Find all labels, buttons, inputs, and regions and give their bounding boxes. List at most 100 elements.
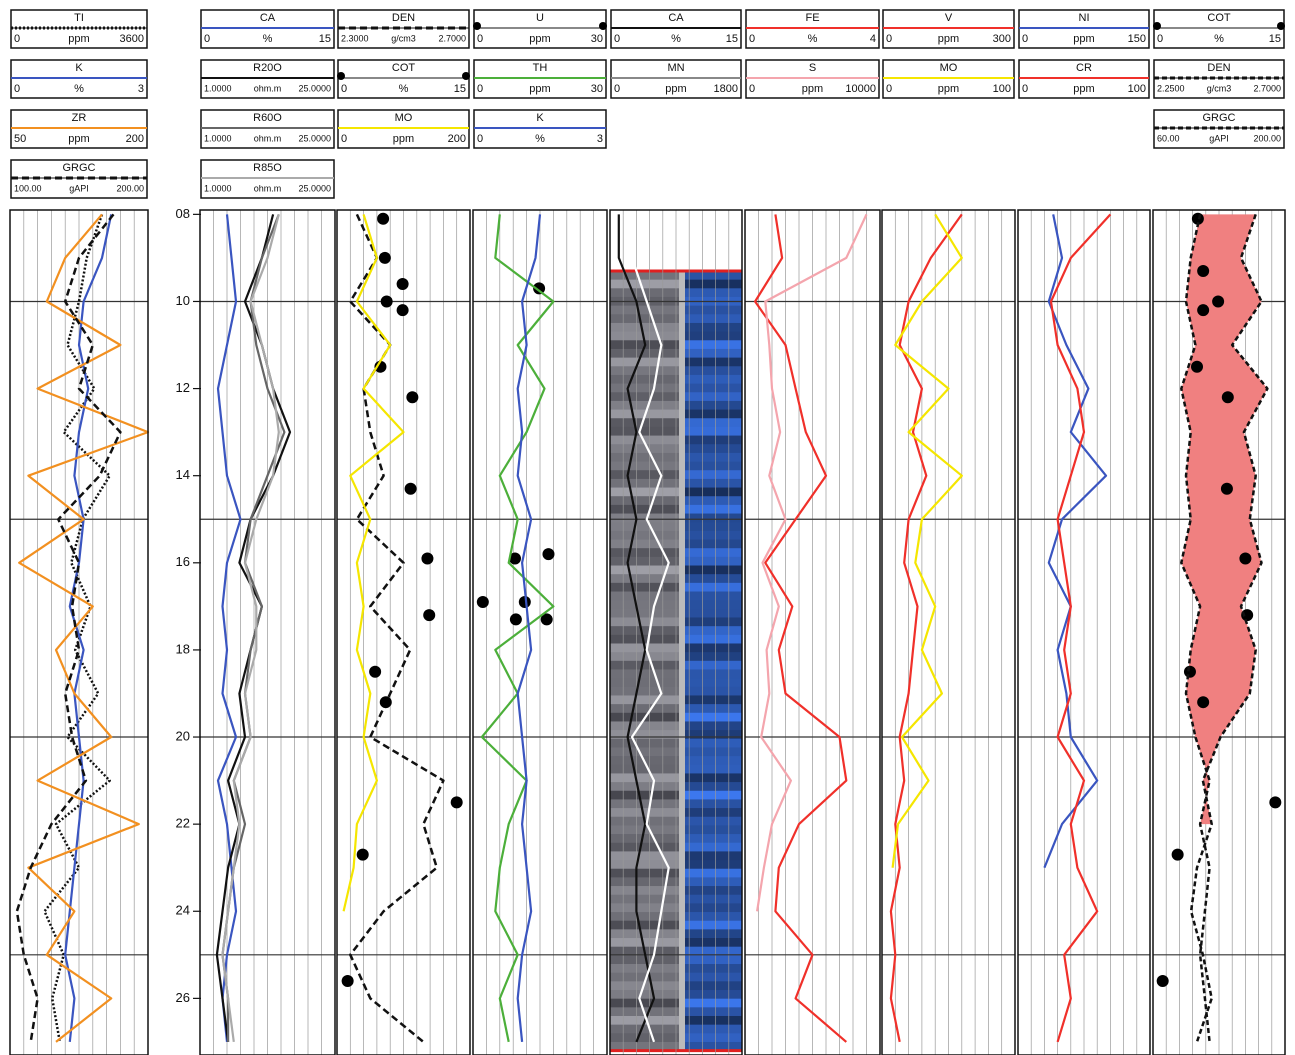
curve-name: R85O bbox=[253, 162, 282, 174]
image-strip bbox=[610, 886, 679, 895]
scale-min: 0 bbox=[204, 33, 210, 45]
image-strip bbox=[610, 799, 679, 808]
image-strip bbox=[685, 488, 742, 497]
curve-point bbox=[369, 666, 381, 678]
image-strip bbox=[685, 938, 742, 947]
image-strip bbox=[610, 427, 679, 436]
curve-name: CR bbox=[1076, 62, 1092, 74]
image-strip bbox=[610, 609, 679, 618]
image-strip bbox=[685, 574, 742, 583]
scale-max: 4 bbox=[870, 33, 876, 45]
scale-min: 0 bbox=[1157, 33, 1163, 45]
image-strip bbox=[685, 687, 742, 696]
scale-max: 25.0000 bbox=[298, 183, 331, 193]
image-strip bbox=[685, 332, 742, 341]
curve-name: DEN bbox=[1207, 62, 1230, 74]
image-strip bbox=[610, 444, 679, 453]
curve-name: ZR bbox=[72, 112, 87, 124]
curve-point bbox=[1191, 361, 1203, 373]
image-strip bbox=[610, 392, 679, 401]
scale-unit: % bbox=[535, 133, 545, 145]
scale-max: 3 bbox=[597, 133, 603, 145]
image-strip bbox=[685, 921, 742, 930]
curve-name: K bbox=[75, 62, 83, 74]
image-strip bbox=[610, 566, 679, 575]
scale-max: 200.00 bbox=[1253, 133, 1281, 143]
image-strip bbox=[610, 695, 679, 704]
image-strip bbox=[610, 323, 679, 332]
scale-min: 0 bbox=[886, 83, 892, 95]
image-strip bbox=[685, 410, 742, 419]
curve-point bbox=[381, 295, 393, 307]
image-strip bbox=[685, 869, 742, 878]
curve-name: GRGC bbox=[1203, 112, 1236, 124]
scale-min: 0 bbox=[14, 33, 20, 45]
image-strip bbox=[610, 773, 679, 782]
scale-max: 1800 bbox=[714, 83, 738, 95]
image-strip bbox=[610, 470, 679, 479]
image-strip bbox=[610, 496, 679, 505]
curve-point bbox=[477, 596, 489, 608]
depth-label: 22 bbox=[176, 816, 190, 831]
header-marker bbox=[599, 22, 607, 30]
image-strip bbox=[610, 1033, 679, 1042]
image-strip bbox=[685, 747, 742, 756]
curve-point bbox=[380, 696, 392, 708]
image-strip bbox=[610, 626, 679, 635]
image-strip bbox=[610, 782, 679, 791]
scale-min: 0 bbox=[1022, 33, 1028, 45]
scale-max: 15 bbox=[1269, 33, 1281, 45]
image-strip bbox=[610, 358, 679, 367]
scale-unit: % bbox=[399, 83, 409, 95]
scale-max: 25.0000 bbox=[298, 133, 331, 143]
curve-point bbox=[377, 213, 389, 225]
image-strip bbox=[610, 453, 679, 462]
image-strip bbox=[610, 834, 679, 843]
curve-name: R20O bbox=[253, 62, 282, 74]
scale-max: 300 bbox=[993, 33, 1011, 45]
image-strip bbox=[685, 730, 742, 739]
curve-name: TH bbox=[533, 62, 548, 74]
image-strip bbox=[610, 522, 679, 531]
image-strip bbox=[685, 349, 742, 358]
image-strip bbox=[610, 903, 679, 912]
image-strip bbox=[685, 695, 742, 704]
image-strip bbox=[685, 540, 742, 549]
image-strip bbox=[685, 557, 742, 566]
curve-point bbox=[342, 975, 354, 987]
image-strip bbox=[610, 791, 679, 800]
image-strip bbox=[685, 418, 742, 427]
image-strip bbox=[685, 895, 742, 904]
image-strip bbox=[685, 860, 742, 869]
image-strip bbox=[685, 280, 742, 289]
scale-max: 30 bbox=[591, 33, 603, 45]
scale-unit: ohm.m bbox=[254, 183, 282, 193]
scale-max: 25.0000 bbox=[298, 83, 331, 93]
image-strip bbox=[610, 479, 679, 488]
image-strip bbox=[685, 643, 742, 652]
image-strip bbox=[685, 721, 742, 730]
curve-point bbox=[1197, 304, 1209, 316]
image-strip bbox=[685, 358, 742, 367]
depth-label: 12 bbox=[176, 380, 190, 395]
scale-min: 1.0000 bbox=[204, 183, 232, 193]
scale-min: 0 bbox=[749, 33, 755, 45]
image-strip bbox=[685, 496, 742, 505]
curve-name: TI bbox=[74, 12, 84, 24]
image-strip bbox=[685, 782, 742, 791]
scale-unit: ppm bbox=[1073, 33, 1094, 45]
curve-point bbox=[406, 391, 418, 403]
curve-point bbox=[423, 609, 435, 621]
image-strip bbox=[610, 929, 679, 938]
image-strip bbox=[685, 392, 742, 401]
curve-name: V bbox=[945, 12, 953, 24]
scale-max: 200 bbox=[448, 133, 466, 145]
curve-point bbox=[1197, 265, 1209, 277]
image-strip bbox=[610, 730, 679, 739]
scale-max: 2.7000 bbox=[1253, 83, 1281, 93]
scale-unit: % bbox=[1214, 33, 1224, 45]
image-strip bbox=[685, 1033, 742, 1042]
image-strip bbox=[685, 704, 742, 713]
image-strip bbox=[610, 1025, 679, 1034]
scale-min: 100.00 bbox=[14, 183, 42, 193]
